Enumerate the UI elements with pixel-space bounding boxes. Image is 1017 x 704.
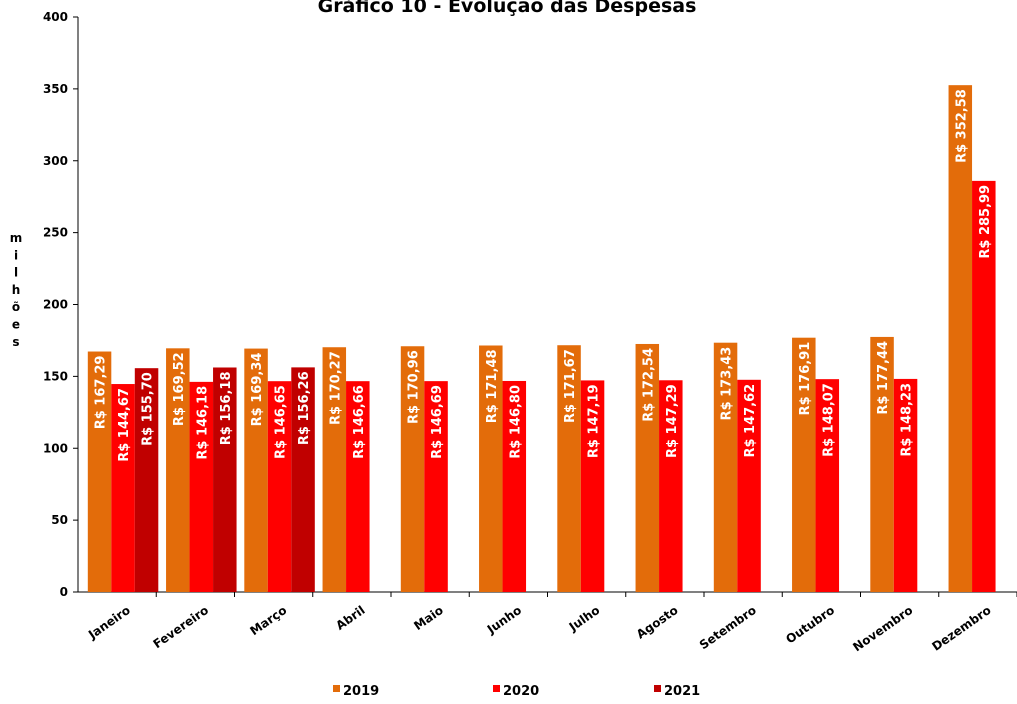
legend-swatch xyxy=(333,685,340,692)
bar-data-label: R$ 171,48 xyxy=(485,349,500,423)
chart-title: Gráfico 10 - Evolução das Despesas xyxy=(318,0,697,17)
bar-data-label: R$ 146,66 xyxy=(352,385,367,459)
bar-data-label: R$ 170,27 xyxy=(328,351,343,425)
y-axis-label-char: i xyxy=(14,248,18,262)
bar-data-label: R$ 146,80 xyxy=(508,385,523,459)
bar-data-label: R$ 177,44 xyxy=(876,341,891,415)
y-tick-label: 100 xyxy=(43,441,68,455)
bar-data-label: R$ 167,29 xyxy=(94,356,109,430)
bars: R$ 167,29 R$ 144,67 R$ 155,70 R$ 169,52 R$ 1… xyxy=(87,85,996,592)
bar xyxy=(893,378,918,592)
bar xyxy=(322,347,347,592)
bar xyxy=(424,381,448,592)
bar-data-label: R$ 156,26 xyxy=(297,371,312,445)
bar xyxy=(189,381,214,592)
y-axis-label-char: m xyxy=(10,231,23,245)
bar xyxy=(737,379,761,592)
x-category-label: Agosto xyxy=(634,603,681,642)
bar xyxy=(267,381,292,592)
bar-data-label: R$ 169,34 xyxy=(250,353,265,427)
y-axis-label-char: s xyxy=(12,335,19,349)
bar xyxy=(87,351,112,592)
bar-data-label: R$ 170,96 xyxy=(407,350,422,424)
x-category-label: Janeiro xyxy=(85,603,133,642)
x-category-label: Maio xyxy=(411,603,446,633)
bar xyxy=(244,348,268,592)
bar xyxy=(213,367,237,592)
legend-swatch xyxy=(654,685,661,692)
y-tick-label: 350 xyxy=(43,82,68,96)
bar xyxy=(111,384,135,592)
y-axis-label-char: l xyxy=(14,266,18,280)
bar-data-label: R$ 146,65 xyxy=(274,385,289,459)
bar xyxy=(659,380,683,592)
bar xyxy=(134,368,159,592)
bar xyxy=(400,346,425,592)
bar xyxy=(502,380,527,592)
y-tick-label: 400 xyxy=(43,10,68,24)
x-category-label: Julho xyxy=(566,603,603,634)
x-category-label: Novembro xyxy=(850,603,915,654)
bar xyxy=(792,337,816,592)
bar-data-label: R$ 285,99 xyxy=(978,185,993,259)
bar xyxy=(635,343,660,592)
bar-data-label: R$ 172,54 xyxy=(641,348,656,422)
bar xyxy=(580,380,605,592)
x-category-label: Junho xyxy=(484,603,524,637)
legend-swatch xyxy=(493,685,500,692)
x-category-label: Outubro xyxy=(783,603,837,646)
x-category-label: Fevereiro xyxy=(151,603,212,651)
bar-data-label: R$ 173,43 xyxy=(720,347,735,421)
bar xyxy=(479,345,503,592)
x-category-label: Março xyxy=(247,603,289,638)
y-axis-label-char: e xyxy=(12,318,20,332)
bar-data-label: R$ 146,69 xyxy=(430,385,445,459)
legend-label: 2019 xyxy=(343,684,379,699)
bar xyxy=(948,85,973,592)
bar xyxy=(291,367,315,592)
bar xyxy=(870,336,894,592)
bar xyxy=(972,180,996,592)
x-category-label: Setembro xyxy=(697,603,759,652)
y-tick-label: 50 xyxy=(51,513,68,527)
bar-data-label: R$ 147,19 xyxy=(587,384,602,458)
bar xyxy=(166,348,190,592)
bar xyxy=(713,342,738,592)
y-tick-label: 150 xyxy=(43,369,68,383)
bar-data-label: R$ 352,58 xyxy=(954,89,969,163)
y-tick-label: 300 xyxy=(43,154,68,168)
bar-data-label: R$ 171,67 xyxy=(563,349,578,423)
bar-data-label: R$ 148,07 xyxy=(821,383,836,457)
legend: 2019 2020 2021 xyxy=(333,684,700,699)
bar xyxy=(815,379,840,592)
bar-data-label: R$ 176,91 xyxy=(798,342,813,416)
y-tick-label: 200 xyxy=(43,298,68,312)
y-axis-label-char: õ xyxy=(12,300,20,314)
bar xyxy=(557,345,581,592)
bar-data-label: R$ 156,18 xyxy=(219,371,234,445)
x-category-label: Dezembro xyxy=(929,603,993,654)
y-axis-label-char: h xyxy=(12,283,21,297)
legend-label: 2021 xyxy=(664,684,700,699)
bar-data-label: R$ 144,67 xyxy=(117,388,132,462)
y-tick-label: 250 xyxy=(43,226,68,240)
bar-data-label: R$ 169,52 xyxy=(172,352,187,426)
bar-data-label: R$ 155,70 xyxy=(141,372,156,446)
bar-data-label: R$ 146,18 xyxy=(195,386,210,460)
bar xyxy=(346,381,370,592)
legend-label: 2020 xyxy=(503,684,539,699)
y-tick-label: 0 xyxy=(60,585,68,599)
bar-data-label: R$ 147,62 xyxy=(743,384,758,458)
bar-data-label: R$ 148,23 xyxy=(900,383,915,457)
x-category-label: Abril xyxy=(333,603,367,633)
bar-data-label: R$ 147,29 xyxy=(665,384,680,458)
